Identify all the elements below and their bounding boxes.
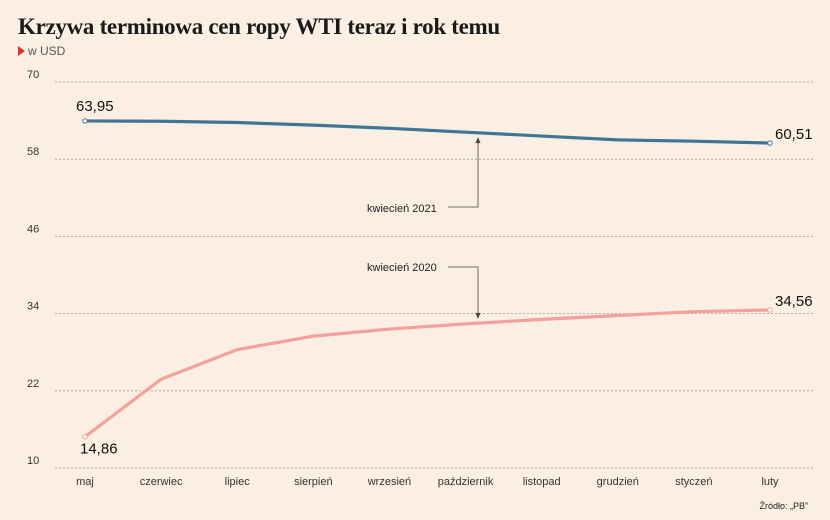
series-line-2020 [83,308,772,439]
x-tick-label: grudzień [597,476,639,488]
y-tick-label: 34 [27,301,39,313]
annotation-leader-2020 [448,266,479,313]
x-tick-label: luty [761,476,779,488]
endpoint-marker [767,307,773,313]
annotation-label-2020: kwiecień 2020 [367,262,437,274]
x-tick-label: styczeń [675,476,712,488]
y-tick-label: 10 [27,455,39,467]
endpoint-marker [82,118,88,124]
endpoint-marker [82,434,88,440]
x-tick-label: wrzesień [367,476,411,488]
x-tick-label: maj [76,476,94,488]
endpoint-marker [767,140,773,146]
start-value-label-2021: 63,95 [76,98,114,115]
annotation-arrow-2021 [475,137,481,144]
annotation-arrow-2020 [475,312,481,319]
x-tick-label: listopad [523,476,561,488]
chart-subtitle: w USD [18,44,65,58]
x-tick-label: lipiec [225,476,251,488]
x-tick-label: czerwiec [140,476,183,488]
annotation-label-2021: kwiecień 2021 [367,203,437,215]
start-value-label-2020: 14,86 [80,441,118,458]
x-tick-label: październik [438,476,494,488]
series-line-2021 [83,119,772,145]
y-tick-label: 46 [27,223,39,235]
end-value-label-2020: 34,56 [775,293,813,310]
annotation-leader-2021 [448,143,479,208]
chart-title: Krzywa terminowa cen ropy WTI teraz i ro… [18,14,500,39]
unit-label: w USD [28,44,66,58]
y-tick-label: 70 [27,69,39,81]
source-note: Źródło: „PB” [759,501,808,511]
x-tick-label: sierpień [294,476,333,488]
red-triangle-icon [18,46,25,56]
y-tick-label: 58 [27,146,39,158]
end-value-label-2021: 60,51 [775,126,813,143]
y-tick-label: 22 [27,378,39,390]
